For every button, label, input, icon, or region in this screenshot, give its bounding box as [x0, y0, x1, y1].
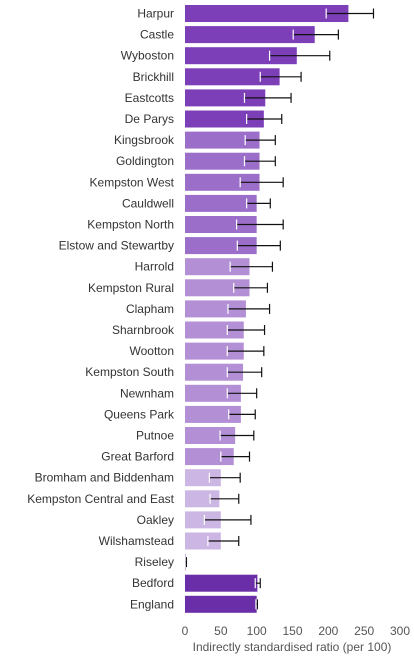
error-bar	[246, 114, 283, 124]
category-label: Kempston Rural	[88, 281, 174, 295]
bar	[185, 173, 260, 191]
error-bar	[226, 388, 258, 399]
category-label: Wootton	[130, 344, 174, 358]
category-label: Eastcotts	[125, 91, 174, 105]
x-tick-label: 150	[282, 624, 302, 638]
bar	[185, 131, 260, 149]
bar	[185, 363, 244, 381]
bar	[185, 68, 280, 86]
bar	[185, 427, 236, 444]
category-label: Great Barford	[101, 450, 174, 464]
error-bar	[228, 409, 256, 420]
error-bar	[219, 430, 255, 441]
category-label: Wyboston	[121, 49, 174, 63]
category-label: England	[130, 597, 174, 611]
error-bar	[239, 177, 284, 188]
error-bar	[209, 493, 240, 504]
category-label: Queens Park	[104, 407, 175, 421]
category-label: Goldington	[116, 154, 174, 168]
bar	[185, 532, 221, 550]
x-axis-ticks: 0 50 100 150 200 250 300	[182, 624, 411, 638]
x-tick-label: 300	[390, 624, 410, 638]
error-bar	[268, 50, 331, 61]
category-label: Oakley	[137, 513, 174, 527]
error-bar	[207, 536, 240, 546]
bar	[185, 237, 257, 255]
error-bar	[236, 219, 284, 230]
category-label: Kingsbrook	[114, 133, 175, 147]
x-tick-label: 200	[318, 624, 338, 638]
category-label: Bedford	[132, 576, 174, 590]
bar	[185, 574, 258, 592]
category-label: Riseley	[135, 555, 174, 569]
bar	[185, 110, 264, 128]
error-bar	[243, 92, 292, 103]
error-bar	[226, 367, 263, 378]
error-bar	[229, 261, 274, 272]
x-tick-label: 0	[182, 624, 189, 638]
category-label: Elstow and Stewartby	[59, 239, 174, 253]
bars-layer	[184, 5, 375, 613]
category-label: Brickhill	[133, 70, 174, 84]
category-label: Kempston South	[85, 365, 174, 379]
category-label: De Parys	[125, 112, 174, 126]
error-bar	[227, 303, 271, 314]
error-bar	[254, 578, 261, 589]
category-label: Castle	[140, 28, 174, 42]
error-bar	[226, 325, 266, 335]
error-bar	[255, 599, 258, 610]
error-bar	[203, 514, 252, 525]
category-labels: Harpur Castle Wyboston Brickhill Eastcotts De…	[27, 7, 175, 612]
category-label: Putnoe	[136, 429, 174, 443]
bar	[185, 448, 234, 466]
bar	[185, 511, 221, 529]
x-tick-label: 250	[354, 624, 374, 638]
category-label: Harrold	[135, 260, 174, 274]
bar	[185, 26, 315, 44]
category-label: Kempston North	[87, 218, 174, 232]
category-label: Bromham and Biddenham	[35, 471, 174, 485]
x-tick-label: 50	[214, 624, 228, 638]
error-bar	[226, 346, 265, 357]
error-bar	[236, 240, 281, 251]
bar	[185, 89, 266, 107]
error-bar	[325, 8, 375, 19]
category-label: Cauldwell	[122, 196, 174, 210]
category-label: Harpur	[137, 7, 174, 21]
bar	[185, 216, 257, 233]
bar	[185, 5, 349, 22]
bar	[185, 300, 246, 318]
category-label: Kempston West	[90, 175, 175, 189]
x-tick-label: 100	[247, 624, 267, 638]
bar	[185, 47, 297, 65]
bar	[185, 152, 260, 170]
bar	[185, 595, 257, 613]
error-bar	[233, 282, 269, 293]
error-bar	[220, 451, 251, 462]
category-label: Newnham	[120, 386, 174, 400]
error-bar	[259, 71, 302, 82]
error-bar	[208, 472, 241, 483]
bar	[185, 405, 241, 423]
bar	[185, 469, 221, 487]
bar	[185, 342, 244, 360]
error-bar	[246, 198, 271, 209]
bar	[185, 321, 244, 339]
bar	[185, 194, 257, 212]
x-axis-title: Indirectly standardised ratio (per 100)	[193, 640, 392, 654]
error-bar	[243, 156, 276, 167]
error-bar	[292, 29, 339, 40]
category-label: Wilshamstead	[99, 534, 174, 548]
bar	[185, 490, 220, 508]
category-label: Clapham	[126, 302, 174, 316]
error-bar	[244, 135, 276, 146]
error-bar	[184, 557, 188, 568]
bar	[185, 258, 250, 276]
category-label: Kempston Central and East	[27, 492, 174, 506]
category-label: Sharnbrook	[112, 323, 175, 337]
